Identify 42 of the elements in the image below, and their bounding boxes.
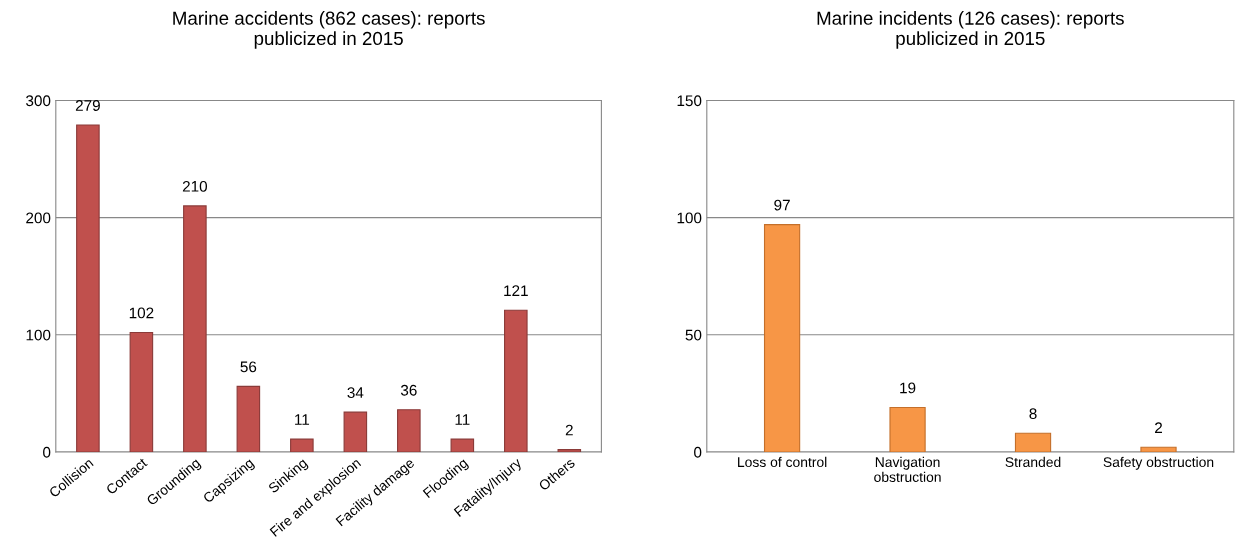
bar — [129, 331, 154, 452]
y-tick-label: 50 — [685, 329, 702, 341]
chart-title: Marine accidents (862 cases): reports publicized in 2015 — [173, 11, 485, 49]
data-label: 97 — [774, 199, 790, 211]
y-tick-label: 100 — [26, 329, 51, 341]
x-tick-label: Navigation obstruction — [874, 456, 941, 482]
bar — [76, 124, 100, 452]
bar — [763, 224, 801, 452]
data-label: 34 — [347, 387, 364, 399]
bar — [183, 205, 207, 452]
data-label: 102 — [129, 307, 154, 319]
bar — [290, 438, 314, 452]
bar — [450, 438, 475, 452]
data-label: 36 — [400, 384, 417, 396]
bar — [236, 385, 261, 452]
data-label: 279 — [75, 100, 100, 111]
data-label: 2 — [565, 424, 573, 436]
bar — [889, 406, 926, 452]
data-label: 11 — [295, 414, 310, 425]
x-tick-label: Stranded — [1005, 456, 1061, 468]
y-tick-label: 100 — [677, 212, 702, 224]
bar — [504, 309, 528, 452]
data-label: 19 — [900, 382, 916, 394]
y-tick-label: 200 — [26, 212, 51, 224]
data-label: 11 — [455, 414, 470, 425]
data-label: 8 — [1029, 408, 1037, 420]
chart-title: Marine incidents (126 cases): reports publicized in 2015 — [817, 11, 1124, 49]
bar — [1140, 446, 1177, 452]
y-tick-label: 300 — [26, 95, 51, 107]
bar — [343, 411, 368, 452]
y-tick-label: 0 — [694, 446, 702, 458]
bar — [397, 409, 421, 452]
data-label: 210 — [182, 180, 208, 192]
x-tick-label: Safety obstruction — [1103, 456, 1214, 470]
data-label: 56 — [240, 361, 257, 373]
data-label: 2 — [1155, 422, 1162, 434]
x-tick-label: Loss of control — [738, 456, 827, 468]
data-label: 121 — [504, 285, 528, 296]
y-tick-label: 0 — [43, 446, 51, 458]
bar — [1014, 432, 1052, 452]
y-tick-label: 150 — [677, 95, 702, 107]
bar — [557, 449, 582, 452]
